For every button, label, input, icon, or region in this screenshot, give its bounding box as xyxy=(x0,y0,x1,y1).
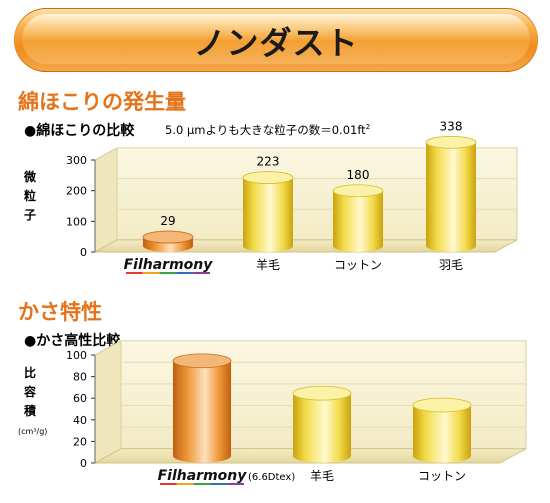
dust-brand-stripe-seg xyxy=(176,272,194,274)
dust-brand-stripe-seg xyxy=(159,272,177,274)
bulk-tick-label: 100 xyxy=(66,349,87,362)
title-banner: ノンダスト xyxy=(14,8,538,72)
dust-chart-note: 5.0 μmよりも大きな粒子の数＝0.01ft2 xyxy=(165,122,370,138)
bulk-chart: 0 20 40 60 80 100 Filharmony (6.6Dtex) 羊毛 コットン xyxy=(66,339,527,485)
bulk-bar-1 xyxy=(172,353,232,463)
bulk-y-axis-unit: (cm³/g) xyxy=(18,427,48,436)
bulk-bar-body xyxy=(173,360,231,463)
dust-y-axis-label: 微粒子 xyxy=(22,168,38,225)
bulk-tick-label: 80 xyxy=(73,371,87,384)
title-banner-inner xyxy=(22,14,530,64)
bulk-section-title: かさ特性 xyxy=(18,300,102,324)
bulk-y-label-char: 容 xyxy=(23,385,36,399)
dust-y-label-char: 粒 xyxy=(23,189,36,203)
dust-brand-stripe-seg xyxy=(126,272,143,274)
bulk-bar-cap xyxy=(172,353,232,369)
bulk-side-wall xyxy=(94,339,122,464)
dust-y-label-char: 子 xyxy=(23,208,36,222)
bulk-category-label: Filharmony xyxy=(158,468,248,484)
dust-bar-body xyxy=(333,190,383,252)
note-text: 5.0 μmよりも大きな粒子の数＝0.01ft xyxy=(165,123,366,137)
bulk-category-note: (6.6Dtex) xyxy=(248,472,295,483)
bulk-brand-stripe-seg xyxy=(227,483,244,485)
bulk-brand-stripe-seg xyxy=(210,483,228,485)
dust-tick-label: 0 xyxy=(80,246,87,259)
bulk-bar-3 xyxy=(412,397,472,463)
bulk-brand-stripe-seg xyxy=(176,483,194,485)
dust-brand-stripe-seg xyxy=(193,272,210,274)
bulk-tick-label: 60 xyxy=(73,392,87,405)
bulk-y-label-char: 積 xyxy=(23,404,36,418)
bulk-bar-cap xyxy=(292,385,352,401)
dust-chart: 0 100 200 300 29 223 180 338 Filharmony 羊毛 コットン 羽毛 xyxy=(66,119,518,274)
dust-side-wall xyxy=(94,147,118,253)
bulk-chart-subtitle: ●かさ高性比較 xyxy=(24,333,121,349)
dust-brand-stripe-seg xyxy=(142,272,160,274)
dust-bar-body xyxy=(243,177,293,252)
bulk-y-axis-label: 比容積 xyxy=(22,364,38,421)
bulk-bar-cap xyxy=(412,397,472,413)
dust-data-label: 338 xyxy=(440,119,463,133)
bulk-category-label: 羊毛 xyxy=(310,468,334,483)
dust-bar-1 xyxy=(142,230,194,252)
dust-bar-cap xyxy=(242,171,294,184)
bulk-bar-body xyxy=(293,393,351,463)
bulk-bar-body xyxy=(413,405,471,463)
dust-bar-cap xyxy=(142,230,194,244)
dust-bar-cap xyxy=(332,184,384,198)
bulk-brand-stripe-seg xyxy=(193,483,211,485)
banner-title: ノンダスト xyxy=(193,24,359,62)
dust-bar-3 xyxy=(332,184,384,252)
dust-category-label: 羊毛 xyxy=(256,257,280,272)
dust-category-label: コットン xyxy=(334,258,382,272)
dust-section-title: 綿ほこりの発生量 xyxy=(18,90,186,114)
dust-tick-label: 300 xyxy=(66,154,87,167)
bulk-bar-2 xyxy=(292,385,352,463)
dust-tick-label: 200 xyxy=(66,185,87,198)
bulk-tick-label: 40 xyxy=(73,414,87,427)
dust-y-label-char: 微 xyxy=(23,170,36,184)
bulk-category-label: コットン xyxy=(418,469,466,483)
dust-category-label: Filharmony xyxy=(124,257,214,273)
dust-category-label: 羽毛 xyxy=(439,258,463,272)
dust-bar-body xyxy=(426,142,476,252)
dust-data-label: 29 xyxy=(160,214,175,228)
bulk-y-label-char: 比 xyxy=(23,366,36,380)
dust-brand-stripe xyxy=(126,272,210,274)
note-superscript: 2 xyxy=(365,123,371,132)
dust-bar-4 xyxy=(425,135,477,252)
dust-bar-cap xyxy=(425,135,477,149)
bulk-brand-stripe-seg xyxy=(160,483,177,485)
dust-bar-2 xyxy=(242,171,294,252)
dust-data-label: 223 xyxy=(257,155,280,169)
dust-data-label: 180 xyxy=(347,168,370,182)
bulk-tick-label: 0 xyxy=(80,457,87,470)
bulk-tick-label: 20 xyxy=(73,435,87,448)
bulk-brand-stripe xyxy=(160,483,244,485)
dust-floor xyxy=(94,239,518,253)
dust-chart-subtitle: ●綿ほこりの比較 xyxy=(24,123,135,139)
dust-tick-label: 100 xyxy=(66,215,87,228)
